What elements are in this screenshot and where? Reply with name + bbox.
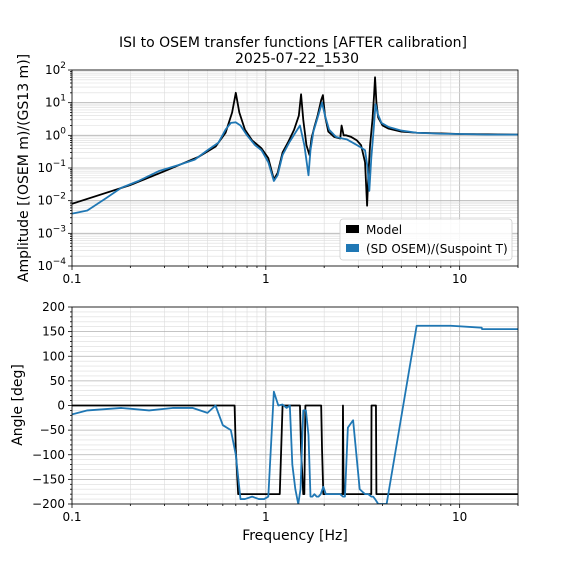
amplitude-x-tick-label: 10: [452, 272, 467, 286]
amplitude-y-tick-label: 10−2: [37, 192, 66, 208]
figure-title-line-2: 2025-07-22_1530: [235, 51, 359, 67]
angle-y-tick-label: −50: [40, 423, 65, 437]
angle-y-tick-label: −100: [32, 448, 65, 462]
amplitude-x-tick-label: 0.1: [62, 272, 81, 286]
amplitude-y-tick-label: 10−4: [37, 257, 66, 273]
amplitude-plot-frame: [71, 69, 519, 267]
angle-y-axis-label: Angle [deg]: [10, 364, 26, 446]
frequency-x-axis-label: Frequency [Hz]: [242, 528, 348, 544]
legend-swatch-measurement: [346, 244, 359, 252]
phase-plot: 0.1 1 10 200 150 100 50 0 −50 −100 −150 −200: [32, 300, 519, 524]
legend-label-measurement: (SD OSEM)/(Suspoint T): [366, 242, 508, 256]
amplitude-series-group: [72, 76, 518, 215]
amplitude-y-tick-label: 101: [45, 94, 66, 110]
angle-y-tick-label: 200: [42, 300, 65, 314]
legend-label-model: Model: [366, 223, 402, 237]
amplitude-y-axis-label: Amplitude [(OSEM m)/(GS13 m)]: [16, 54, 32, 282]
amplitude-y-tick-label: 10−3: [37, 224, 66, 240]
amplitude-series-line-measurement: [72, 101, 518, 215]
amplitude-y-tick-label: 100: [45, 126, 66, 142]
angle-y-tick-label: −200: [32, 497, 65, 511]
angle-y-tick-label: 50: [50, 374, 65, 388]
angle-x-tick-label: 10: [452, 510, 467, 524]
angle-series-group: [72, 324, 518, 504]
angle-y-tick-label: 100: [42, 349, 65, 363]
legend: Model (SD OSEM)/(Suspoint T): [339, 218, 513, 261]
angle-x-tick-label: 1: [262, 510, 270, 524]
angle-y-tick-label: −150: [32, 472, 65, 486]
amplitude-series-line-model: [72, 76, 518, 207]
angle-y-tick-label: 0: [57, 399, 65, 413]
angle-y-tick-label: 150: [42, 325, 65, 339]
figure-title-line-1: ISI to OSEM transfer functions [AFTER ca…: [119, 35, 467, 51]
angle-x-tick-label: 0.1: [62, 510, 81, 524]
angle-plot-frame: [71, 306, 519, 505]
amplitude-y-tick-label: 102: [45, 61, 66, 77]
legend-box: [339, 218, 513, 261]
amplitude-y-tick-label: 10−1: [37, 159, 66, 175]
angle-grid: [71, 306, 519, 505]
legend-swatch-model: [346, 225, 359, 233]
amplitude-x-tick-label: 1: [262, 272, 270, 286]
angle-series-line-measurement: [72, 324, 518, 504]
